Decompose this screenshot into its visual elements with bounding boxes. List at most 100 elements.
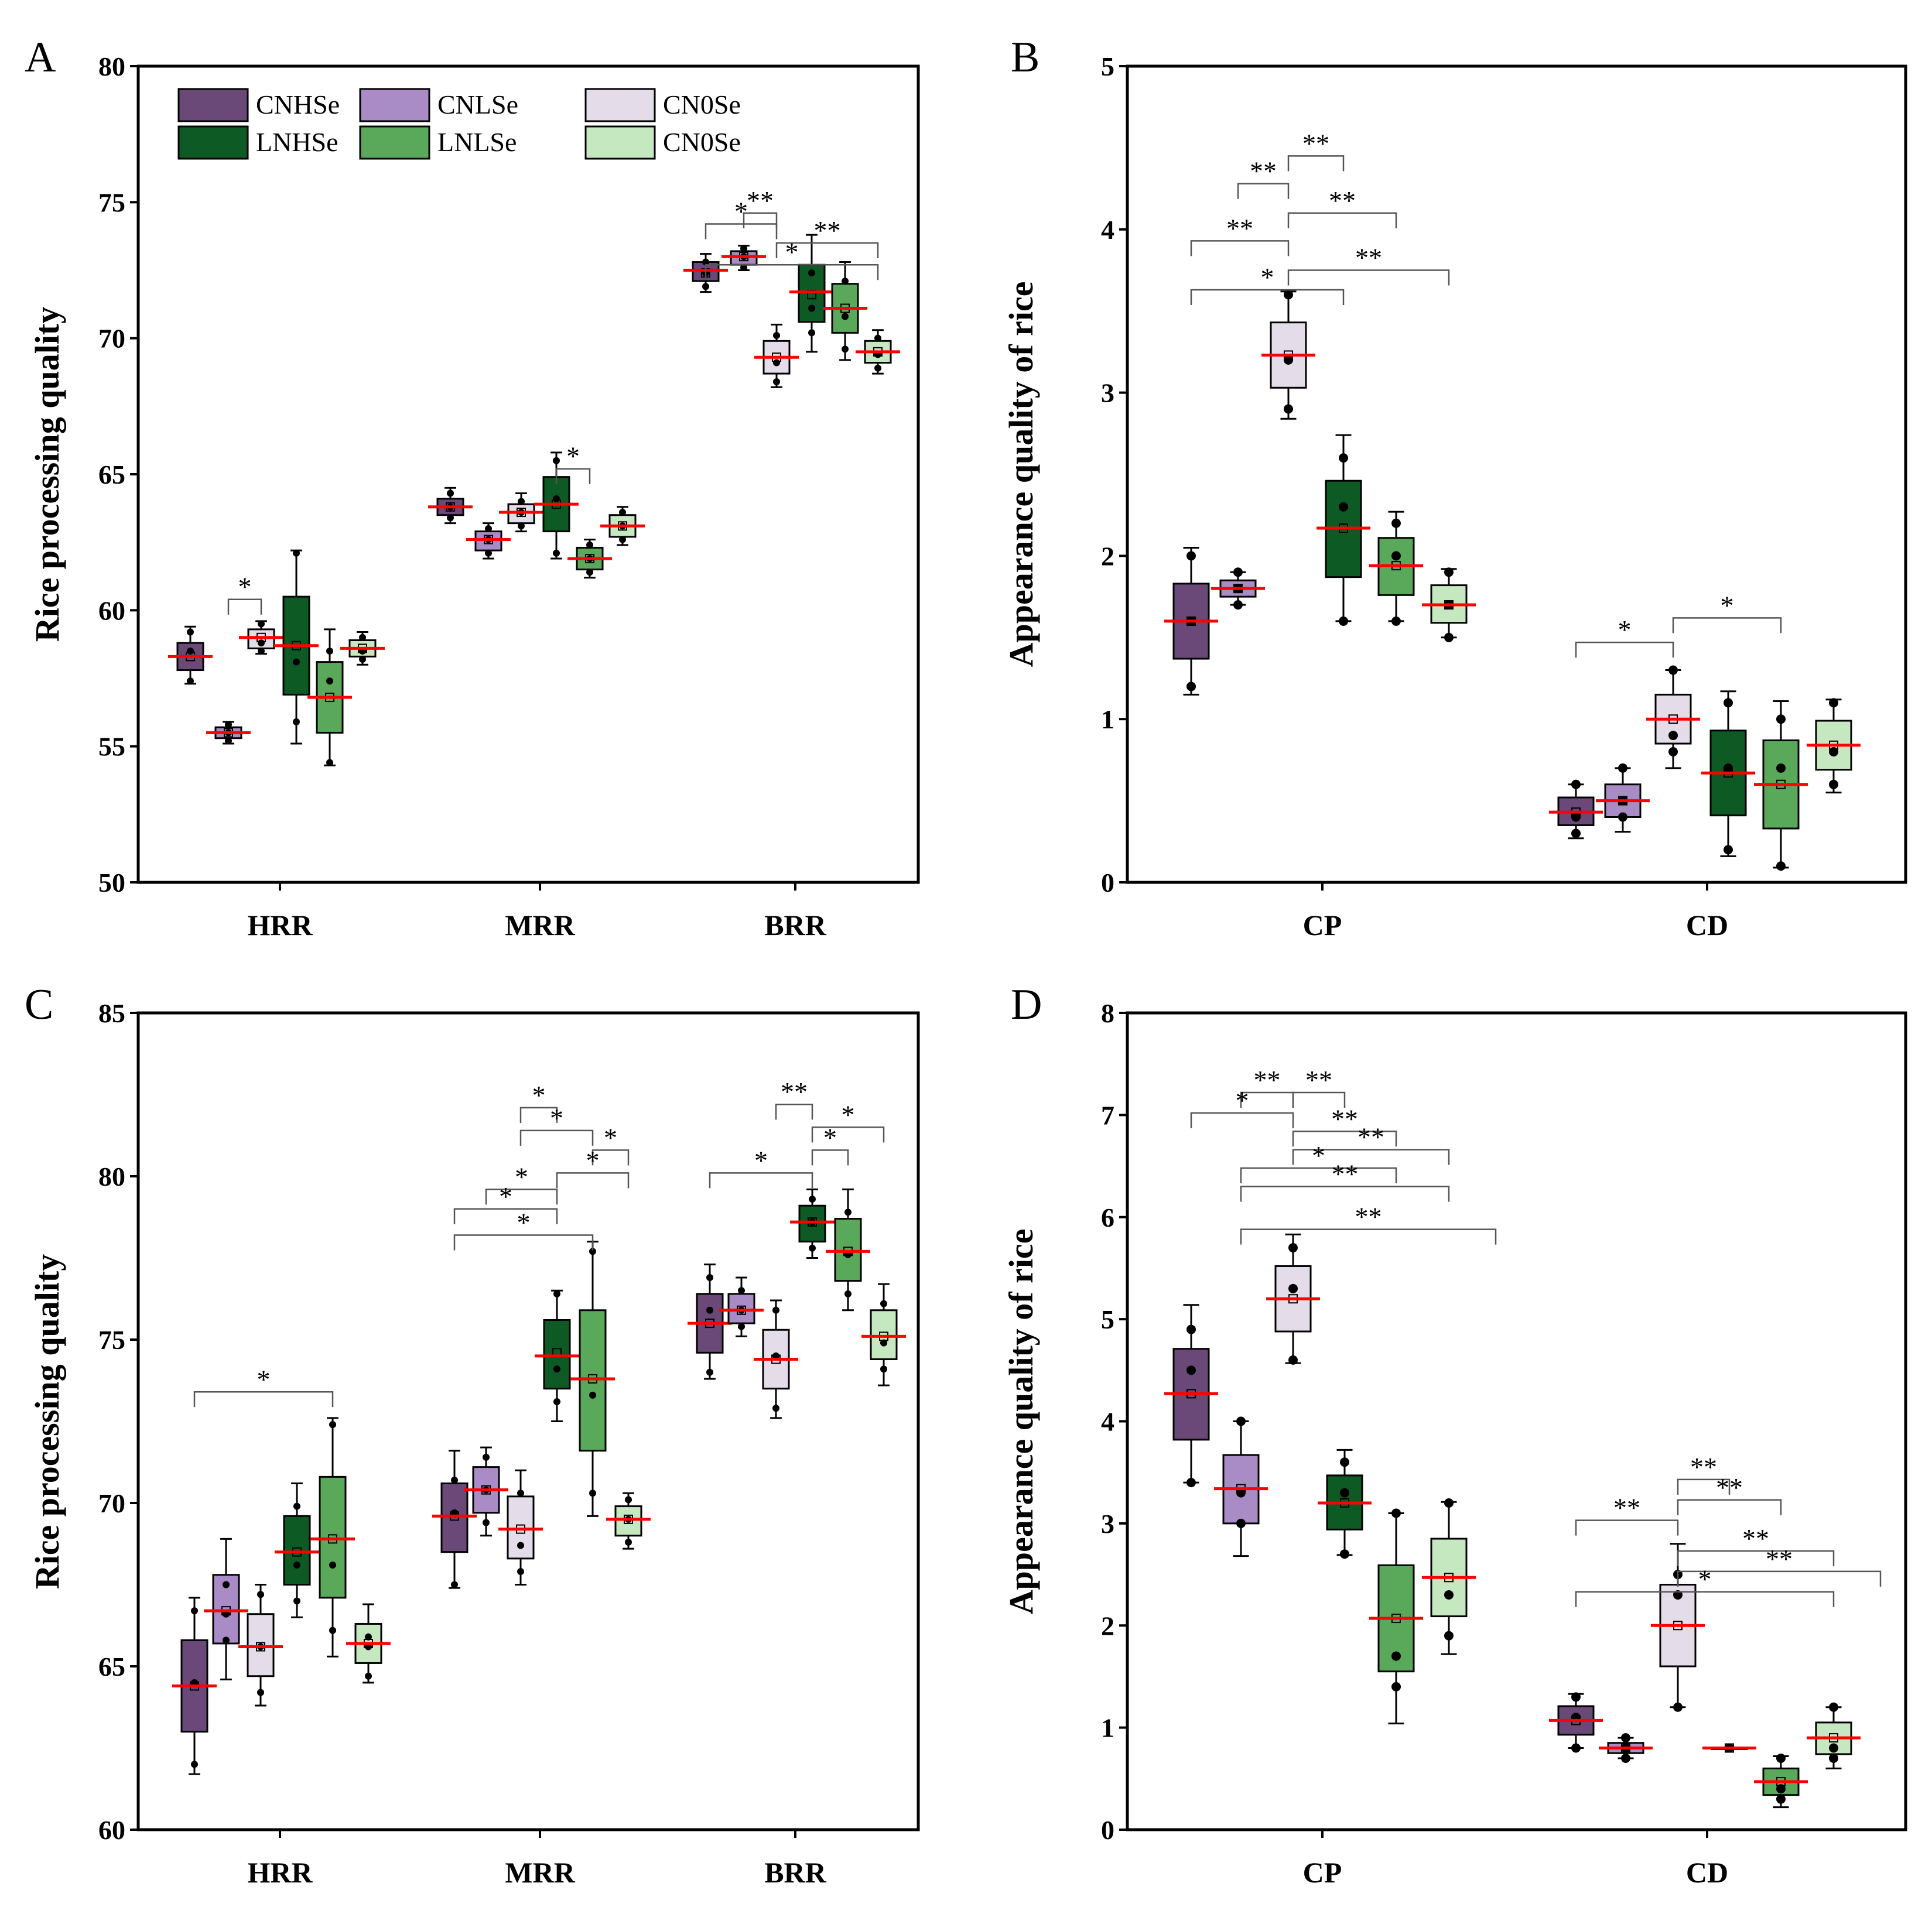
y-tick-label: 0 [1101,1815,1114,1845]
data-point [483,1519,490,1526]
y-tick-label: 8 [1101,998,1114,1028]
data-point [485,549,492,557]
significance-bracket [519,1107,558,1123]
data-point [1340,1488,1349,1498]
significance-label: ** [814,215,841,245]
significance-label: ** [1716,1473,1743,1502]
box-iqr [440,1482,469,1553]
data-point [326,648,333,655]
data-point [293,658,300,666]
box-cp-6 [1422,567,1476,642]
data-point [1618,812,1627,822]
data-point [1186,1478,1196,1488]
data-point [619,509,626,516]
data-point [517,1568,524,1576]
significance-bracket [1575,1591,1835,1607]
y-tick-label: 2 [1101,1611,1114,1641]
data-point [326,677,333,685]
data-point [1571,779,1581,789]
y-axis-title: Rice processing quality [28,307,66,642]
data-point [1776,714,1786,724]
data-point [773,359,780,367]
box-cd-2 [1599,1733,1653,1763]
legend-swatch [584,88,656,122]
data-point [326,759,333,766]
significance-bracket [1677,1499,1782,1515]
significance-bracket [485,1189,558,1205]
data-point [589,1248,596,1255]
plot-area-frame [1126,1011,1907,1831]
data-point [329,1421,336,1429]
data-point [553,549,560,557]
box-hrr-5 [310,1417,355,1658]
data-point [1186,551,1196,561]
significance-bracket [1240,1186,1450,1202]
box-hrr-6 [346,1603,391,1684]
data-point [518,522,525,530]
data-point [485,525,492,532]
significance-label: * [1618,615,1632,645]
legend-label: LNLSe [437,127,517,157]
data-point [1339,453,1348,463]
box-cd-6 [1807,1702,1861,1769]
box-cd-1 [1549,779,1603,840]
data-point [1288,1283,1298,1293]
significance-label: ** [1690,1452,1717,1482]
data-point [293,718,300,725]
box-cp-2 [1211,567,1265,610]
data-point [1339,502,1348,512]
data-point [1340,1549,1349,1559]
significance-label: * [1236,1086,1249,1115]
significance-label: * [842,1100,855,1129]
panel-A: A Rice processing quality 50 55 60 65 70 75 80 HR… [25,33,920,941]
panel-letter: A [25,33,56,81]
data-point [1391,616,1401,626]
legend-swatch [359,88,430,122]
legend: CNHSe CNLSe CN0Se LNHSe LNLSe CN0Se [177,88,741,160]
box-hrr-4 [274,549,319,745]
panel-letter: C [25,981,53,1029]
significance-bracket [1677,1478,1731,1495]
data-point [809,1196,816,1203]
y-tick-label: 75 [98,1325,125,1355]
data-point [706,1368,713,1376]
box-mrr-4 [535,1289,579,1422]
significance-bracket [1292,1091,1346,1108]
significance-bracket [705,263,879,280]
box-iqr [834,1218,862,1282]
box-hrr-6 [340,631,385,666]
significance-bracket [811,1149,849,1166]
x-category-label: CD [1686,909,1728,941]
significance-bracket [1190,240,1290,256]
significance-bracket [1240,1228,1497,1245]
data-point [553,495,560,502]
box-cd-3 [1646,665,1700,769]
data-point [1391,1651,1401,1661]
significance-bracket [227,598,262,615]
data-point [293,1597,300,1605]
box-iqr [579,1309,607,1452]
box-mrr-6 [606,1492,651,1550]
y-tick-label: 65 [98,1652,125,1682]
data-point [1668,665,1678,675]
panel-letter: B [1011,33,1039,81]
data-point [772,1352,779,1360]
significance-label: ** [1305,1065,1332,1095]
significance-label: * [566,441,580,471]
significance-label: * [515,1162,528,1191]
data-point [1776,861,1786,871]
significance-label: ** [1331,1104,1358,1134]
y-tick-label: 3 [1101,1509,1114,1539]
data-point [518,498,525,505]
data-point [191,1679,198,1686]
significance-label: * [586,1145,600,1175]
x-category-label: BRR [764,1856,826,1889]
box-cd-4 [1702,1743,1756,1753]
y-tick-label: 3 [1101,378,1114,408]
significance-bracket [193,1391,334,1408]
panel-C: C Rice processing quality 60 65 70 75 80 85 HRR M… [25,981,920,1889]
significance-bracket [1677,1570,1882,1587]
significance-label: * [257,1364,271,1394]
significance-label: ** [1254,1065,1281,1095]
legend-label: CNLSe [437,90,518,119]
